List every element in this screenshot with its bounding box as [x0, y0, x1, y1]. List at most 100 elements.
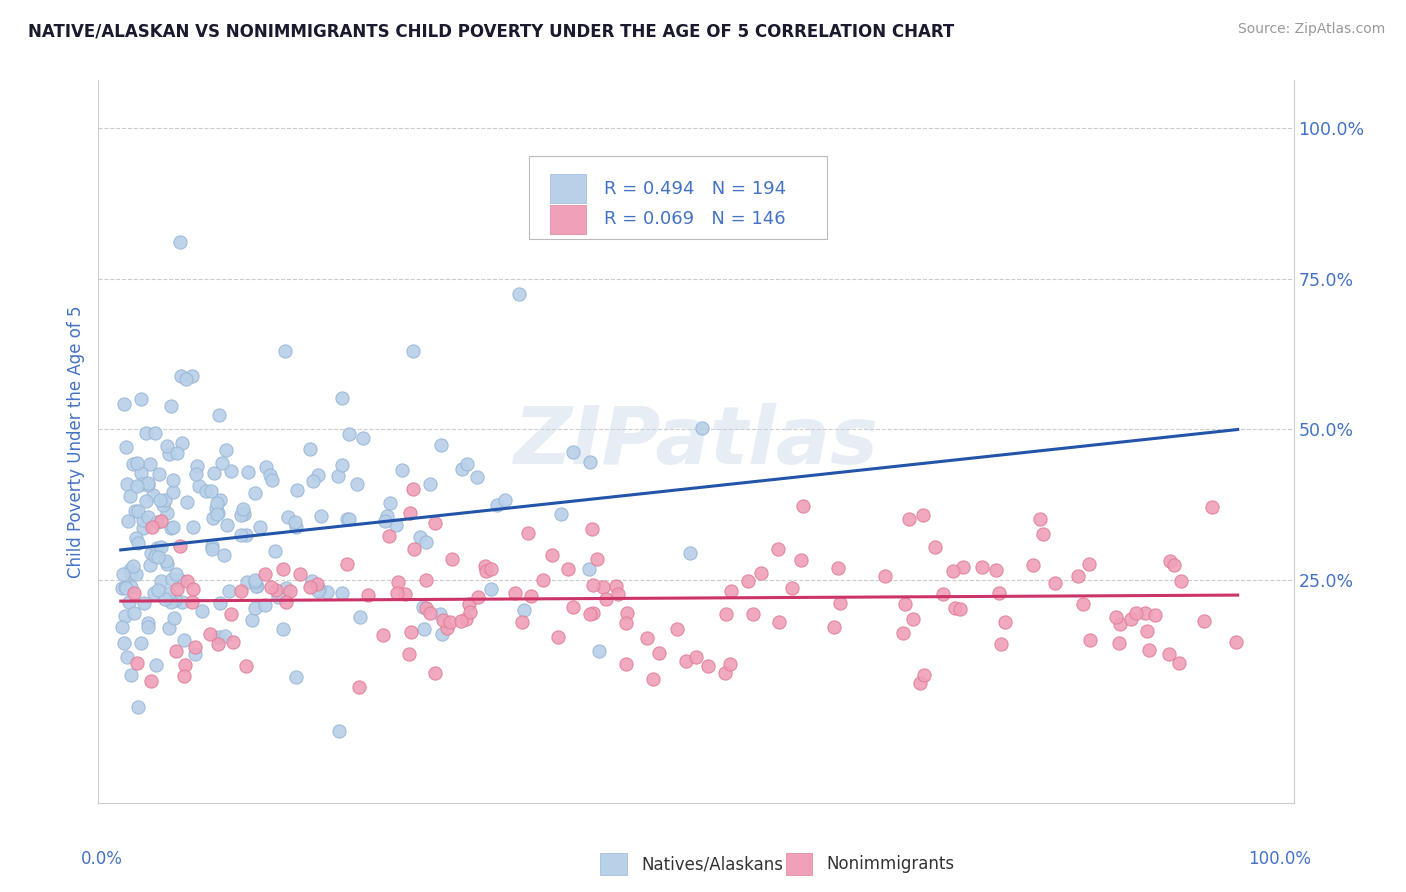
Point — [474, 558, 496, 573]
Point — [195, 484, 218, 499]
Point — [157, 447, 180, 461]
Point — [243, 573, 266, 587]
Point — [307, 583, 329, 598]
Point — [1125, 606, 1147, 620]
Point — [315, 584, 337, 599]
Point — [423, 666, 446, 681]
Point — [155, 554, 177, 568]
Point — [219, 464, 242, 478]
Point — [439, 615, 461, 629]
Point — [208, 408, 231, 422]
Point — [127, 456, 149, 470]
Point — [766, 541, 789, 556]
Point — [1157, 647, 1180, 661]
Point — [112, 636, 135, 650]
Point — [456, 457, 478, 471]
Point — [136, 616, 159, 631]
Point — [697, 658, 720, 673]
Point — [943, 600, 966, 615]
Point — [409, 531, 432, 545]
Point — [166, 446, 188, 460]
Text: R = 0.069   N = 146: R = 0.069 N = 146 — [605, 211, 786, 228]
Point — [274, 344, 297, 359]
Point — [398, 647, 420, 661]
Point — [145, 426, 167, 441]
Point — [232, 507, 254, 521]
Point — [540, 549, 562, 563]
Point — [387, 575, 409, 590]
Point — [191, 604, 214, 618]
Point — [124, 503, 146, 517]
Point — [301, 574, 323, 588]
Point — [380, 496, 402, 510]
Point — [153, 493, 176, 508]
Point — [413, 622, 436, 636]
Point — [790, 553, 813, 567]
Point — [494, 492, 516, 507]
Text: Natives/Alaskans: Natives/Alaskans — [641, 855, 783, 873]
Point — [1067, 569, 1090, 583]
Point — [349, 610, 371, 624]
Point — [284, 515, 307, 529]
Point — [208, 630, 231, 644]
Point — [949, 602, 972, 616]
Point — [235, 528, 257, 542]
Point — [605, 579, 627, 593]
Point — [516, 526, 538, 541]
Point — [737, 574, 759, 589]
Point — [132, 513, 155, 527]
Point — [330, 586, 353, 600]
Point — [550, 508, 572, 522]
Point — [592, 580, 614, 594]
Point — [513, 603, 536, 617]
Point — [240, 613, 263, 627]
Point — [595, 591, 617, 606]
Point — [578, 561, 600, 575]
Point — [346, 477, 368, 491]
Point — [419, 477, 441, 491]
Point — [510, 615, 533, 630]
Point — [201, 539, 224, 553]
Point — [298, 442, 321, 456]
Text: 0.0%: 0.0% — [80, 850, 122, 868]
Point — [146, 515, 169, 529]
Point — [181, 519, 204, 533]
Point — [1225, 634, 1247, 648]
Point — [823, 620, 845, 634]
Point — [932, 587, 955, 601]
Point — [924, 540, 946, 554]
Point — [440, 552, 463, 566]
Point — [236, 575, 259, 590]
Point — [479, 582, 502, 596]
Point — [519, 589, 541, 603]
Point — [129, 636, 152, 650]
Point — [988, 586, 1011, 600]
Point — [198, 626, 221, 640]
Point — [245, 601, 267, 615]
Point — [115, 477, 138, 491]
Point — [111, 620, 134, 634]
Point — [205, 500, 228, 515]
Point — [436, 621, 458, 635]
Point — [385, 586, 408, 600]
Point — [458, 605, 481, 619]
Point — [163, 593, 186, 607]
Point — [139, 546, 162, 560]
Point — [159, 521, 181, 535]
Point — [141, 520, 163, 534]
Point — [122, 586, 145, 600]
Point — [415, 600, 437, 615]
Point — [149, 574, 172, 588]
Point — [690, 421, 713, 435]
Point — [827, 561, 849, 575]
Point — [1078, 557, 1101, 571]
Point — [456, 612, 478, 626]
Point — [125, 656, 148, 670]
Point — [139, 558, 162, 573]
Point — [374, 514, 396, 528]
Point — [607, 586, 630, 600]
Point — [903, 612, 925, 626]
Point — [714, 607, 737, 621]
Point — [1105, 610, 1128, 624]
Point — [1108, 636, 1130, 650]
